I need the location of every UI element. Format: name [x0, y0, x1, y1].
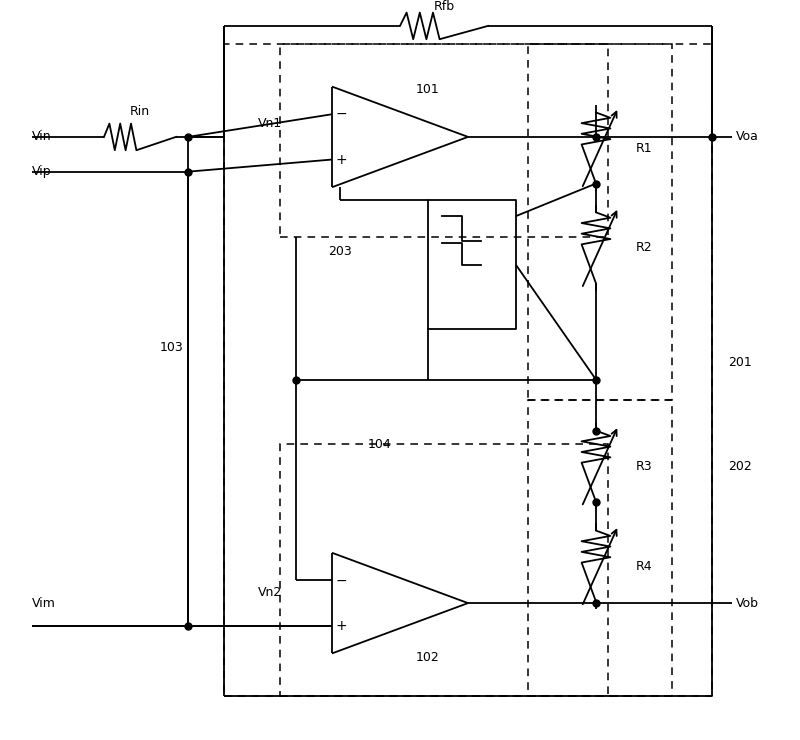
Text: Vob: Vob: [736, 596, 759, 610]
Text: −: −: [336, 574, 347, 588]
Text: −: −: [336, 107, 347, 121]
Bar: [528, 400, 672, 696]
Text: R1: R1: [636, 141, 653, 155]
Text: Vn1: Vn1: [258, 117, 282, 130]
Bar: [528, 44, 672, 400]
Text: +: +: [336, 152, 347, 166]
Bar: [280, 44, 608, 237]
Text: +: +: [336, 619, 347, 633]
Text: Vin: Vin: [32, 130, 52, 144]
Text: 101: 101: [416, 83, 440, 96]
Text: R3: R3: [636, 460, 653, 473]
Text: Vip: Vip: [32, 165, 52, 178]
Text: Vim: Vim: [32, 596, 56, 610]
Text: 201: 201: [728, 356, 752, 369]
Text: 202: 202: [728, 460, 752, 473]
Text: 203: 203: [328, 245, 352, 258]
Bar: [280, 444, 608, 696]
Text: 103: 103: [160, 341, 184, 354]
Text: 104: 104: [368, 438, 392, 451]
Text: 102: 102: [416, 651, 440, 665]
Text: Vn2: Vn2: [258, 585, 282, 599]
Text: R4: R4: [636, 559, 653, 573]
Text: Rin: Rin: [130, 105, 150, 118]
Text: Voa: Voa: [736, 130, 759, 144]
Bar: [224, 44, 712, 696]
Text: R2: R2: [636, 241, 653, 255]
Text: Rfb: Rfb: [434, 0, 454, 13]
